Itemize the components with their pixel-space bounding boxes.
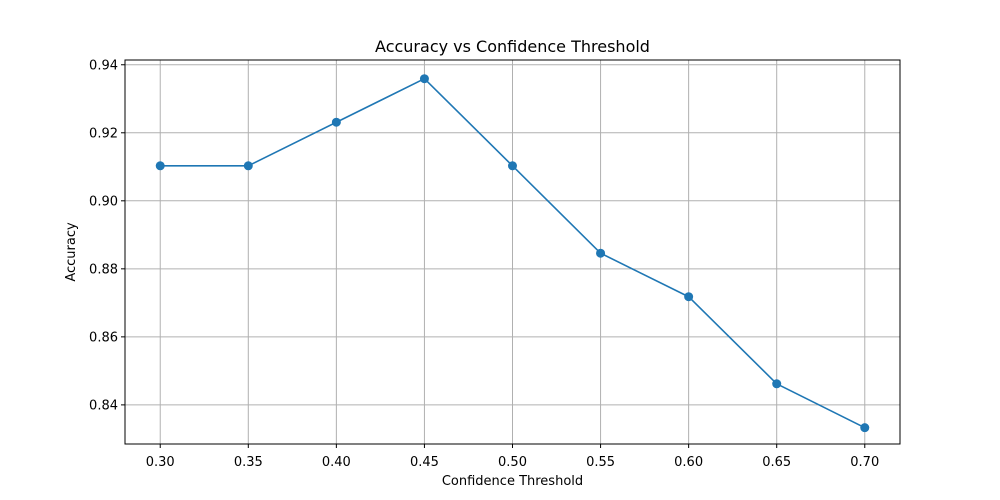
data-series — [155, 74, 870, 433]
x-tick-label: 0.40 — [322, 455, 351, 470]
data-point — [684, 292, 694, 302]
axis-ticks: 0.30 0.35 0.40 0.45 0.50 0.55 0.60 0.65 0.70 0.84… — [89, 58, 879, 470]
x-tick-label: 0.50 — [498, 455, 527, 470]
grid-lines — [125, 60, 900, 444]
y-tick-label: 0.90 — [89, 194, 118, 209]
data-point — [155, 161, 165, 171]
data-point — [243, 161, 253, 171]
chart-title: Accuracy vs Confidence Threshold — [375, 37, 650, 56]
data-point — [860, 423, 870, 433]
data-point — [508, 161, 517, 171]
y-tick-label: 0.88 — [89, 262, 118, 277]
y-tick-label: 0.94 — [89, 58, 118, 73]
data-point — [419, 74, 429, 84]
x-tick-label: 0.70 — [850, 455, 879, 470]
x-tick-label: 0.65 — [762, 455, 791, 470]
y-axis-label: Accuracy — [64, 222, 79, 282]
data-point — [772, 379, 782, 389]
data-point — [331, 117, 341, 127]
x-axis-label: Confidence Threshold — [442, 474, 583, 489]
x-tick-label: 0.60 — [674, 455, 703, 470]
x-tick-label: 0.30 — [146, 455, 175, 470]
y-tick-label: 0.84 — [89, 398, 118, 413]
y-tick-label: 0.86 — [89, 330, 118, 345]
x-tick-label: 0.45 — [410, 455, 439, 470]
x-tick-label: 0.35 — [234, 455, 263, 470]
y-tick-label: 0.92 — [89, 126, 118, 141]
x-tick-label: 0.55 — [586, 455, 615, 470]
data-point — [596, 248, 606, 258]
